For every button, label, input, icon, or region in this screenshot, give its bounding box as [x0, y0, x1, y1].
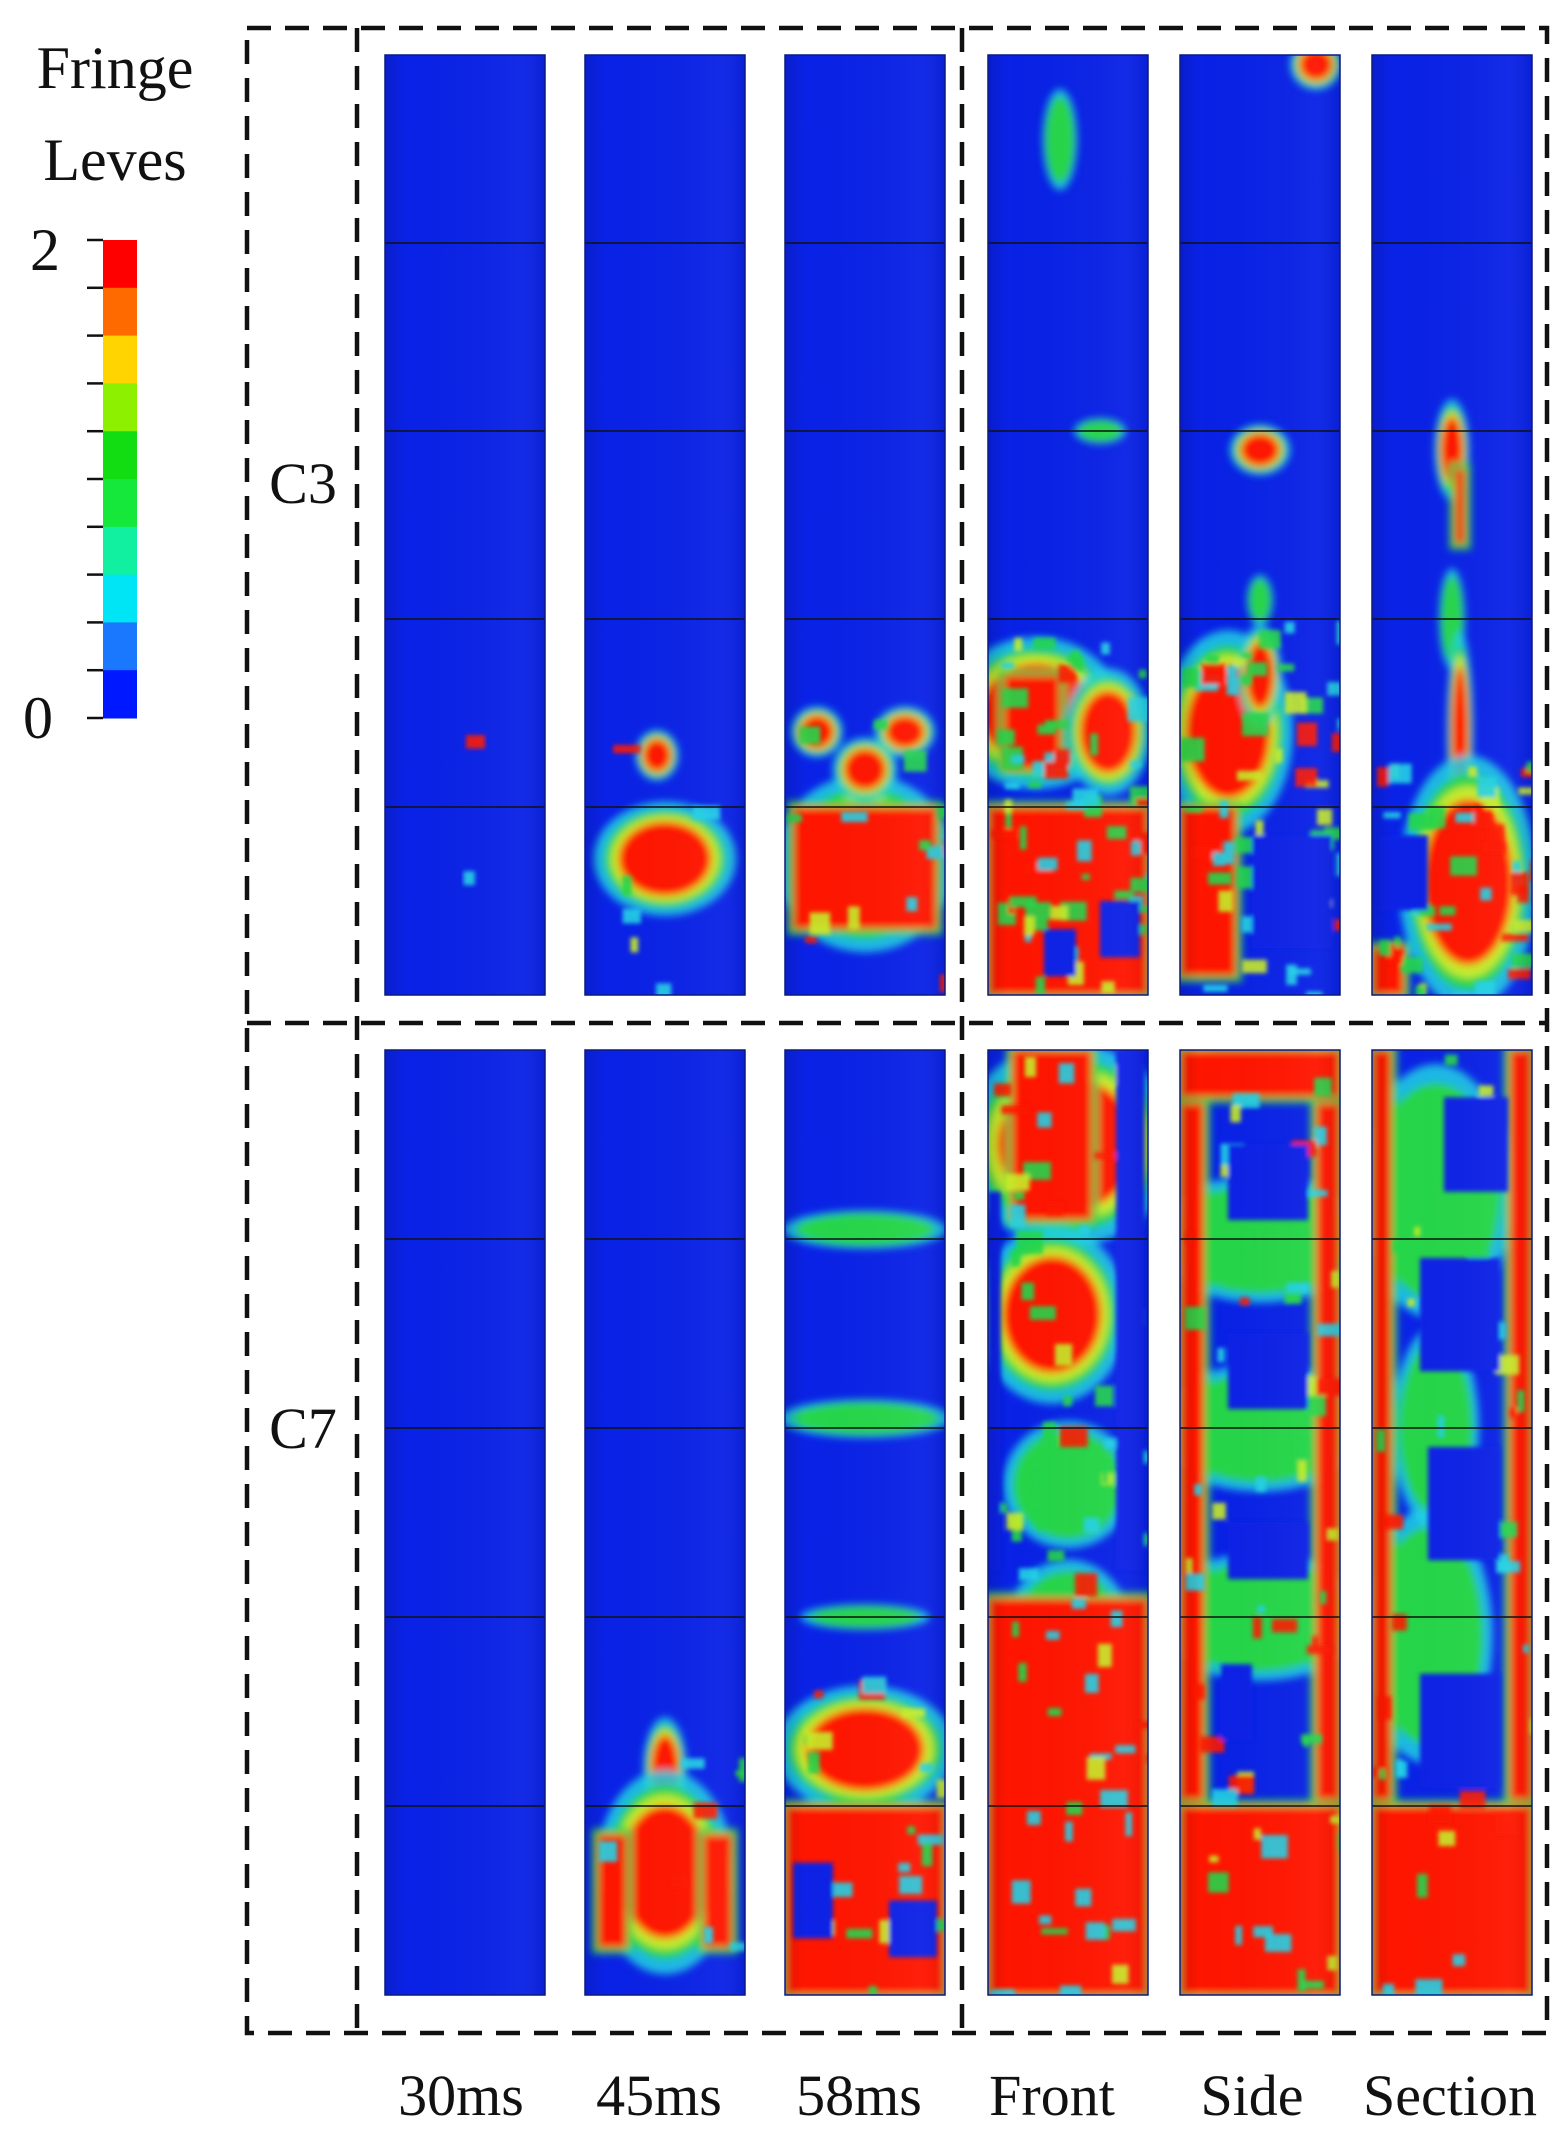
legend-swatch: [103, 526, 137, 576]
fringe-legend: Fringe Leves 2 0: [23, 35, 193, 751]
c3-front-panel: [987, 54, 1149, 996]
c7-58ms-panel: [784, 1049, 946, 1996]
legend-swatch: [103, 574, 137, 623]
column-labels: 30ms 45ms 58ms Front Side Section: [398, 2063, 1537, 2128]
outer-frame: [244, 25, 1550, 2036]
legend-title-line1: Fringe: [37, 35, 194, 101]
c7-side-panel: [1179, 1049, 1341, 1996]
column-label-section: Section: [1363, 2063, 1537, 2128]
c7-30ms-panel: [384, 1049, 546, 1996]
c7-45ms-panel: [584, 1049, 746, 1996]
legend-max-label: 2: [30, 217, 60, 283]
contour-panels: [384, 54, 1533, 1996]
dashed-frames: [244, 25, 1550, 2036]
legend-swatch: [103, 335, 137, 384]
legend-swatch: [103, 622, 137, 671]
column-label-45ms: 45ms: [596, 2063, 722, 2128]
legend-color-bar: [87, 238, 137, 720]
c3-58ms-panel: [784, 54, 946, 996]
c3-45ms-panel: [584, 54, 746, 996]
row-label-c3: C3: [269, 451, 337, 516]
column-label-side: Side: [1200, 2063, 1303, 2128]
c3-side-panel: [1179, 54, 1341, 996]
legend-swatch: [103, 240, 137, 289]
legend-title-line2: Leves: [43, 127, 186, 193]
row-label-c7: C7: [269, 1396, 337, 1461]
c7-section-panel: [1371, 1049, 1533, 1996]
legend-swatch: [103, 287, 137, 337]
legend-min-label: 0: [23, 685, 53, 751]
column-label-58ms: 58ms: [796, 2063, 922, 2128]
legend-swatch: [103, 670, 137, 719]
column-label-30ms: 30ms: [398, 2063, 524, 2128]
legend-swatch: [103, 479, 137, 528]
c7-front-panel: [987, 1049, 1149, 1996]
column-label-front: Front: [989, 2063, 1115, 2128]
c3-section-panel: [1371, 54, 1533, 996]
legend-swatch: [103, 431, 137, 480]
c3-30ms-panel: [384, 54, 546, 996]
legend-swatch: [103, 383, 137, 432]
